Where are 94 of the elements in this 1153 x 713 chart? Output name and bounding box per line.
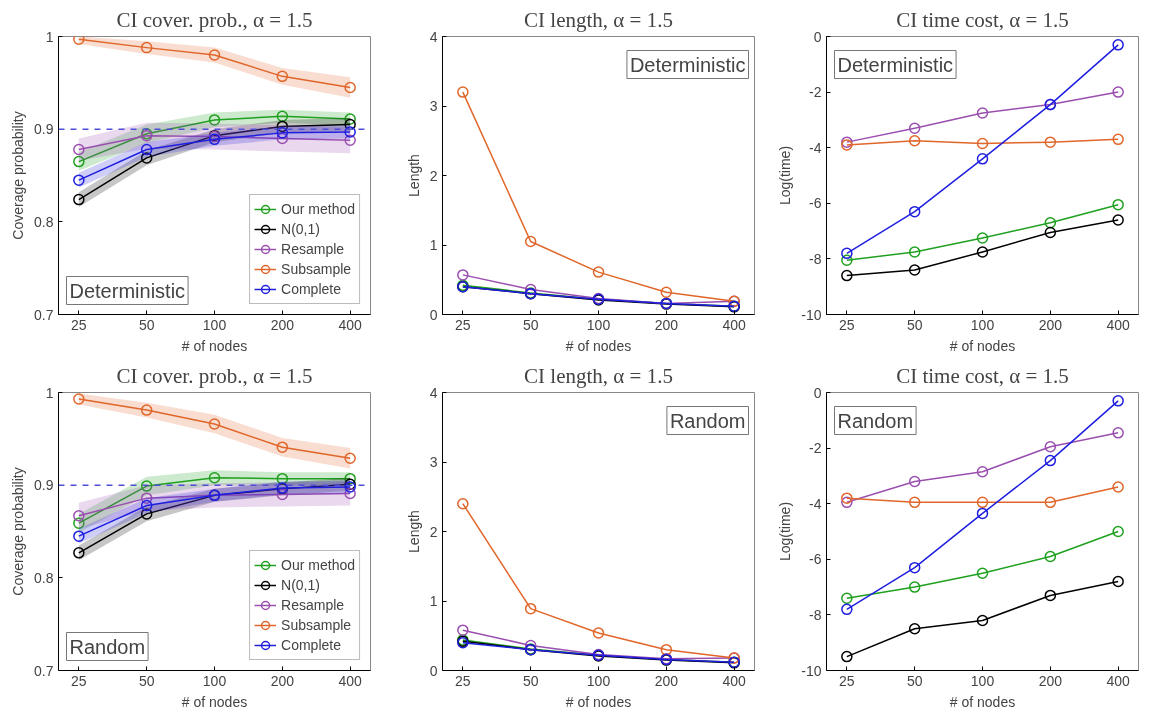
annotation: Deterministic (629, 53, 746, 76)
y-tick-label: 0.7 (34, 306, 54, 323)
y-tick-label: 0 (429, 306, 438, 323)
x-tick-label: 200 (270, 316, 295, 333)
x-tick-label: 25 (455, 672, 471, 689)
y-tick-label: -2 (809, 440, 822, 457)
y-tick-label: 1 (429, 593, 438, 609)
y-tick-label: 0 (813, 28, 822, 45)
x-tick-label: 100 (202, 316, 227, 333)
chart-title: CI length, α = 1.5 (524, 7, 673, 32)
x-axis-title: # of nodes (181, 693, 248, 710)
x-axis-title: # of nodes (949, 693, 1016, 710)
y-tick-label: 0.7 (34, 662, 54, 679)
x-tick-label: 400 (722, 316, 747, 333)
y-tick-label: -4 (809, 139, 822, 156)
y-axis-title: Coverage probability (10, 467, 27, 596)
x-tick-label: 50 (522, 672, 539, 689)
y-tick-label: 3 (429, 98, 438, 114)
x-tick-label: 200 (270, 672, 295, 689)
y-axis-title: Log(time) (777, 145, 794, 206)
y-tick-label: 0.9 (34, 477, 54, 494)
y-tick-label: -2 (809, 84, 822, 101)
y-axis-title: Length (405, 510, 422, 553)
annotation: Deterministic (837, 53, 954, 76)
x-tick-label: 25 (71, 672, 87, 689)
x-tick-label: 25 (839, 316, 855, 333)
legend-label: N(0,1) (281, 221, 320, 237)
x-tick-label: 400 (338, 672, 363, 689)
y-tick-label: 1 (45, 28, 54, 45)
annotation: Random (669, 409, 746, 432)
x-tick-label: 50 (138, 316, 155, 333)
x-tick-label: 400 (338, 316, 363, 333)
x-tick-label: 100 (202, 672, 227, 689)
x-tick-label: 50 (138, 672, 155, 689)
x-axis-title: # of nodes (565, 693, 632, 710)
y-tick-label: 2 (429, 167, 438, 184)
y-tick-label: -8 (809, 606, 822, 623)
legend-label: Complete (281, 281, 341, 297)
x-tick-label: 50 (522, 316, 539, 333)
x-tick-label: 400 (1106, 672, 1131, 689)
y-axis-title: Length (405, 154, 422, 197)
chart-title: CI time cost, α = 1.5 (896, 363, 1069, 388)
x-tick-label: 200 (1038, 316, 1063, 333)
x-tick-label: 50 (906, 316, 923, 333)
x-axis-title: # of nodes (949, 337, 1016, 354)
annotation: Random (837, 409, 914, 432)
x-axis-title: # of nodes (565, 337, 632, 354)
y-tick-label: 1 (429, 237, 438, 253)
chart-title: CI length, α = 1.5 (524, 363, 673, 388)
y-axis-title: Log(time) (777, 501, 794, 562)
y-tick-label: 2 (429, 523, 438, 540)
x-tick-label: 400 (722, 672, 747, 689)
x-tick-label: 200 (654, 672, 679, 689)
x-tick-label: 100 (970, 672, 995, 689)
x-tick-label: 25 (455, 316, 471, 333)
x-tick-label: 200 (1038, 672, 1063, 689)
x-axis-title: # of nodes (181, 337, 248, 354)
legend-label: Resample (281, 597, 345, 613)
legend-label: N(0,1) (281, 577, 320, 593)
x-tick-label: 25 (839, 672, 855, 689)
y-tick-label: 0.9 (34, 121, 54, 138)
y-tick-label: -10 (801, 662, 822, 679)
legend-label: Complete (281, 637, 341, 653)
chart-title: CI cover. prob., α = 1.5 (116, 7, 313, 32)
y-tick-label: 0.8 (34, 213, 54, 230)
x-tick-label: 200 (654, 316, 679, 333)
y-tick-label: 1 (45, 384, 54, 401)
y-tick-label: 4 (429, 384, 438, 401)
legend-label: Our method (281, 557, 355, 573)
legend-label: Subsample (281, 261, 352, 277)
legend-label: Subsample (281, 617, 352, 633)
y-axis-title: Coverage probability (10, 111, 27, 240)
y-tick-label: -6 (809, 551, 822, 568)
x-tick-label: 50 (906, 672, 923, 689)
annotation: Deterministic (69, 279, 186, 302)
y-tick-label: 0.8 (34, 569, 54, 586)
y-tick-label: 3 (429, 454, 438, 470)
y-tick-label: -10 (801, 306, 822, 323)
chart-title: CI cover. prob., α = 1.5 (116, 363, 313, 388)
x-tick-label: 400 (1106, 316, 1131, 333)
x-tick-label: 100 (586, 672, 611, 689)
y-tick-label: -8 (809, 250, 822, 267)
x-tick-label: 25 (71, 316, 87, 333)
y-tick-label: -6 (809, 195, 822, 212)
y-tick-label: 4 (429, 28, 438, 45)
x-tick-label: 100 (586, 316, 611, 333)
y-tick-label: 0 (813, 384, 822, 401)
chart-title: CI time cost, α = 1.5 (896, 7, 1069, 32)
y-tick-label: -4 (809, 495, 822, 512)
x-tick-label: 100 (970, 316, 995, 333)
annotation: Random (69, 635, 146, 658)
legend-label: Our method (281, 201, 355, 217)
y-tick-label: 0 (429, 662, 438, 679)
legend-label: Resample (281, 241, 345, 257)
